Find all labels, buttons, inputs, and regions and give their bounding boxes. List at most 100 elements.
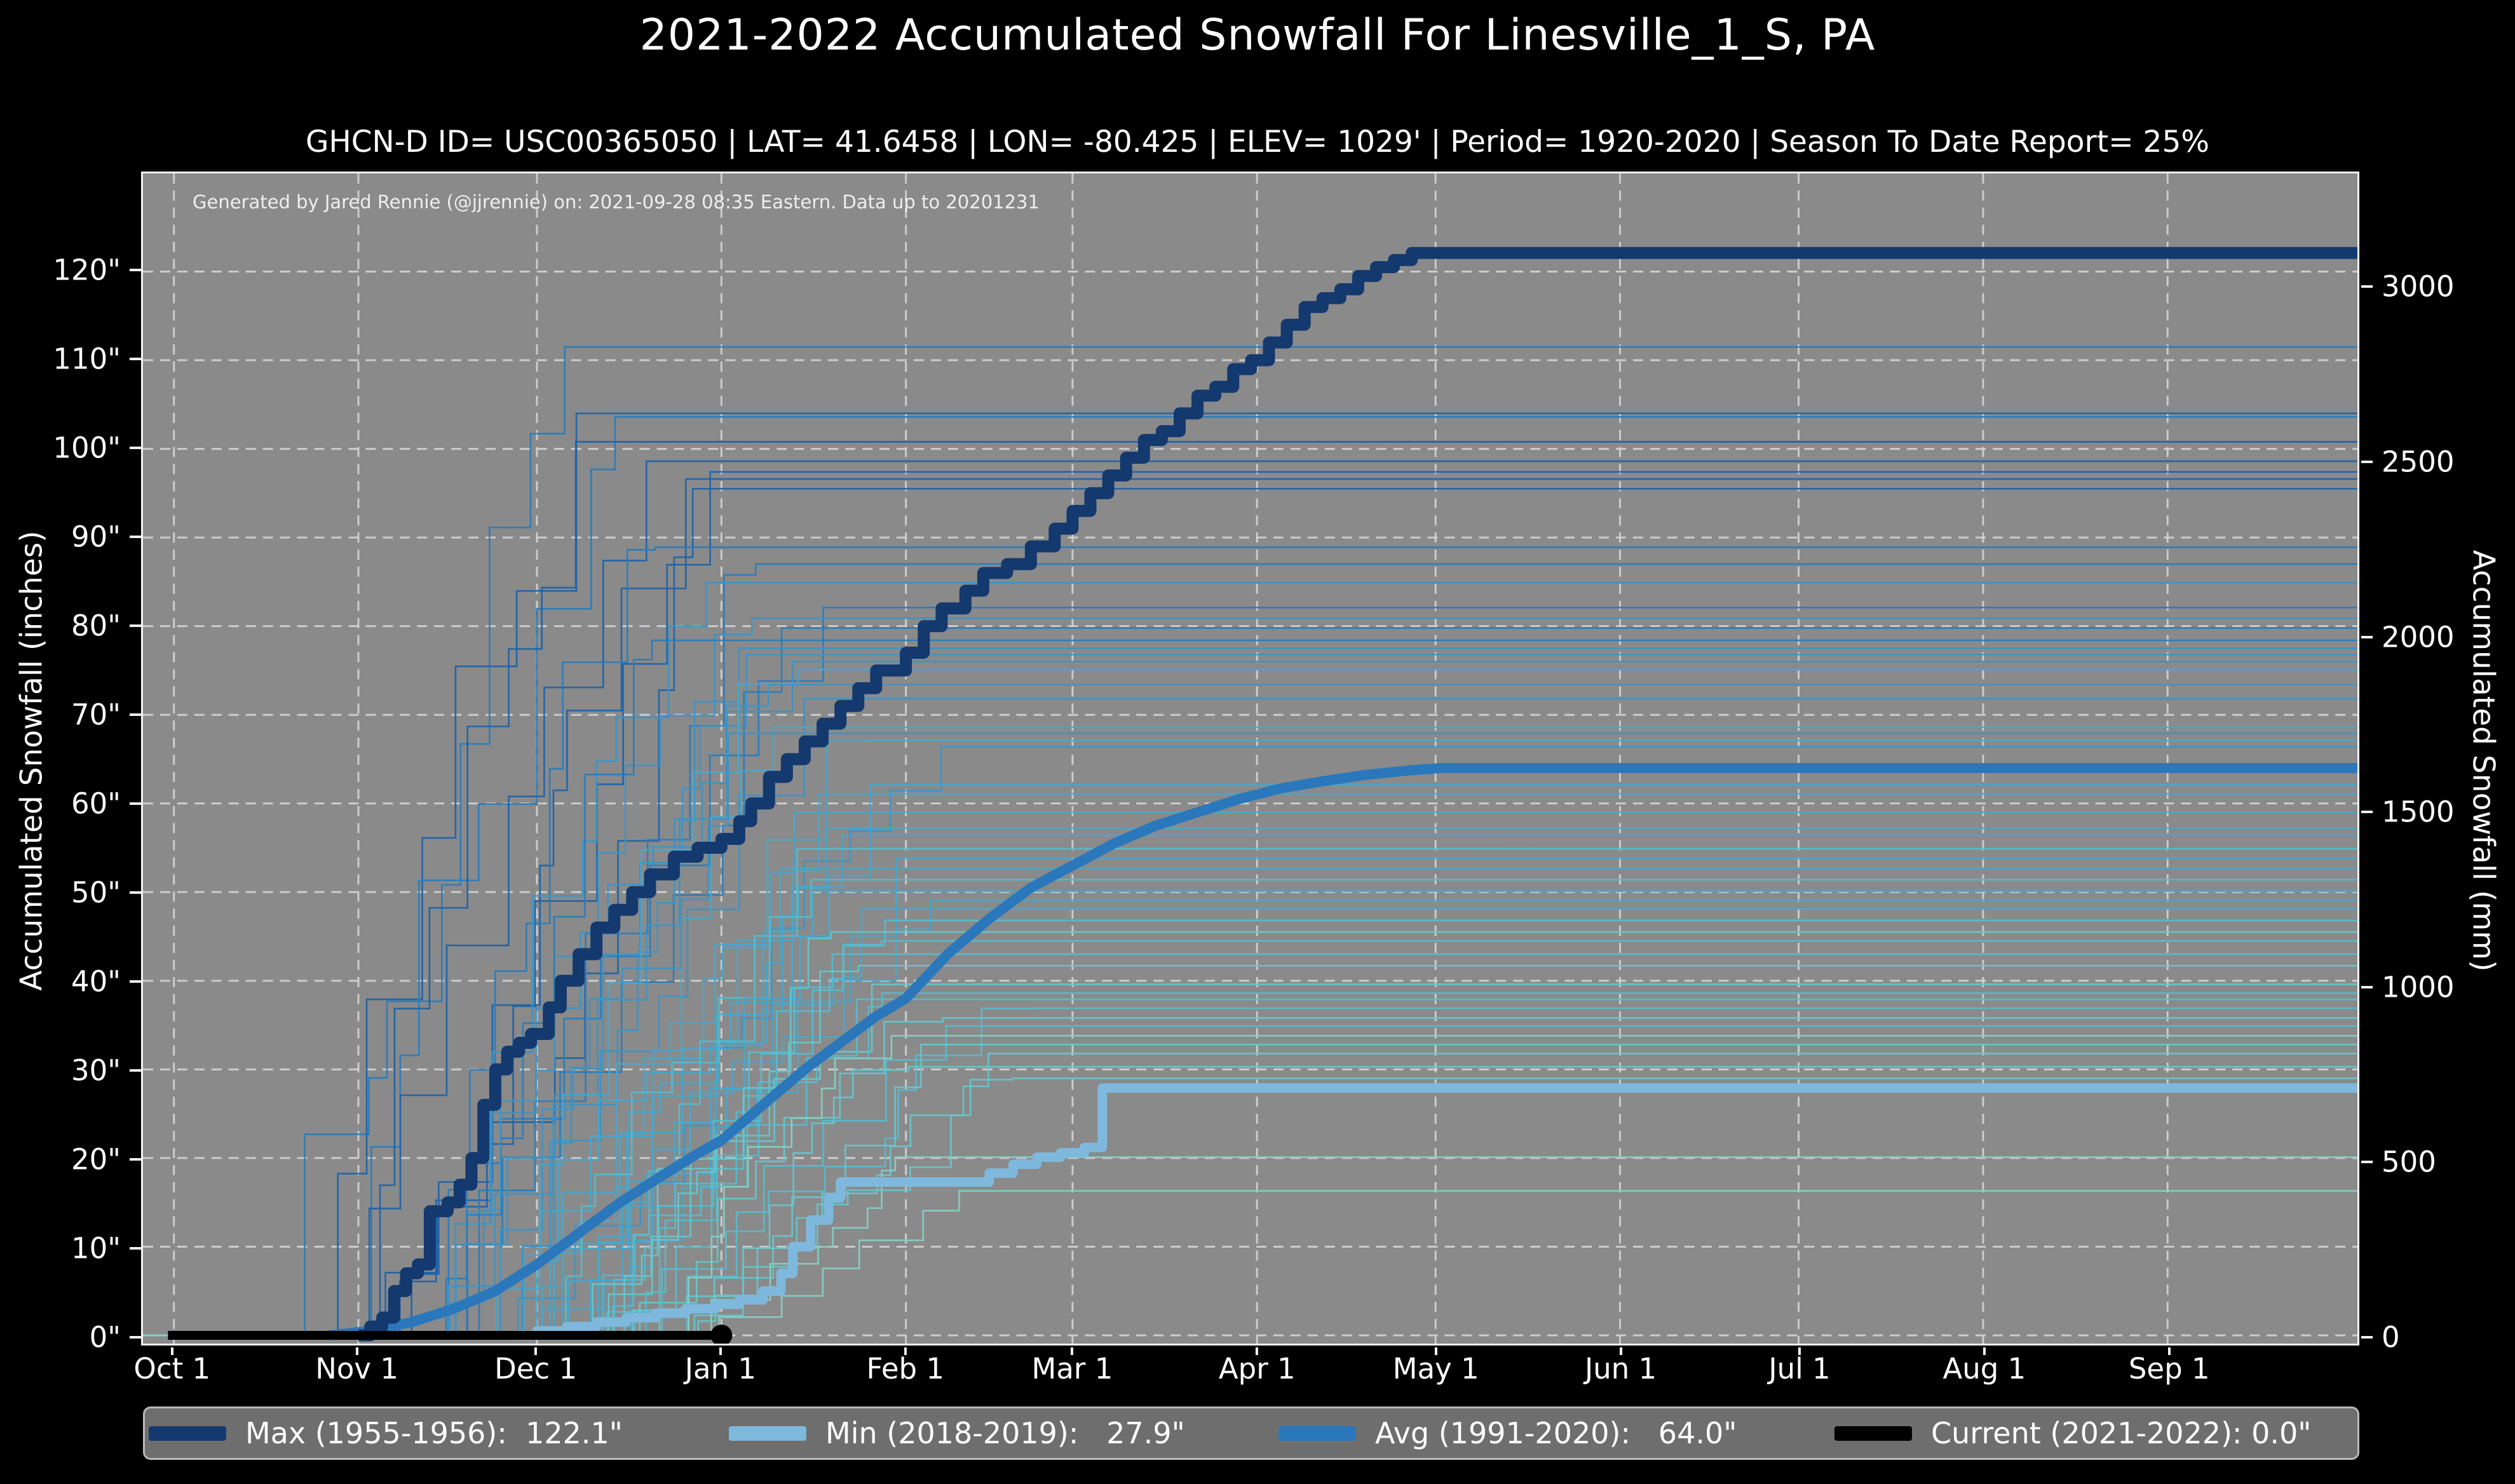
y-left-tick-mark bbox=[130, 624, 141, 627]
x-tick-label: Nov 1 bbox=[315, 1352, 398, 1386]
y-right-tick-mark bbox=[2361, 461, 2373, 464]
historical-season-line bbox=[144, 1007, 2357, 1337]
x-tick-mark bbox=[170, 1347, 173, 1355]
historical-season-line bbox=[144, 827, 2357, 1337]
y-left-tick-mark bbox=[130, 535, 141, 538]
x-tick-mark bbox=[1619, 1347, 1622, 1355]
historical-season-line bbox=[144, 647, 2357, 1337]
historical-season-line bbox=[144, 617, 2357, 1337]
min-series-line bbox=[513, 1083, 2357, 1340]
y-left-tick-label: 120" bbox=[53, 253, 121, 287]
historical-season-line bbox=[144, 654, 2357, 1337]
y-axis-left-title: Accumulated Snowfall (inches) bbox=[14, 530, 50, 991]
historical-season-line bbox=[144, 478, 2357, 1337]
historical-season-line bbox=[144, 811, 2357, 1337]
legend-item-current: Current (2021-2022): 0.0" bbox=[1834, 1408, 2311, 1458]
y-left-tick-label: 20" bbox=[71, 1142, 121, 1177]
historical-season-line bbox=[144, 1052, 2357, 1337]
x-tick-mark bbox=[1434, 1347, 1437, 1355]
x-tick-label: Dec 1 bbox=[494, 1352, 578, 1386]
y-left-tick-mark bbox=[130, 268, 141, 271]
x-tick-mark bbox=[1256, 1347, 1259, 1355]
x-tick-label: Jun 1 bbox=[1584, 1352, 1657, 1386]
legend-item-avg: Avg (1991-2020): 64.0" bbox=[1278, 1408, 1737, 1458]
x-tick-mark bbox=[719, 1347, 722, 1355]
historical-season-line bbox=[144, 732, 2357, 1337]
historical-season-line bbox=[144, 684, 2357, 1337]
y-axis-right-title: Accumulated Snowfall (mm) bbox=[2465, 550, 2501, 972]
legend-item-min: Min (2018-2019): 27.9" bbox=[729, 1408, 1185, 1458]
y-left-tick-label: 30" bbox=[71, 1053, 121, 1088]
historical-season-line bbox=[144, 919, 2357, 1337]
historical-season-line bbox=[144, 953, 2357, 1337]
historical-season-line bbox=[144, 726, 2357, 1337]
historical-season-line bbox=[144, 784, 2357, 1337]
historical-season-line bbox=[144, 890, 2357, 1337]
y-left-tick-mark bbox=[130, 802, 141, 805]
historical-season-line bbox=[144, 857, 2357, 1337]
avg-legend-label: Avg (1991-2020): 64.0" bbox=[1375, 1416, 1737, 1450]
y-right-tick-label: 1000 bbox=[2382, 970, 2455, 1004]
y-right-tick-label: 2000 bbox=[2382, 620, 2455, 654]
chart-title: 2021-2022 Accumulated Snowfall For Lines… bbox=[639, 10, 1876, 60]
y-left-tick-mark bbox=[130, 891, 141, 894]
historical-season-line bbox=[144, 879, 2357, 1337]
historical-season-line bbox=[144, 847, 2357, 1337]
y-right-tick-label: 0 bbox=[2382, 1320, 2400, 1354]
attribution-note: Generated by Jared Rennie (@jjrennie) on… bbox=[193, 191, 1040, 213]
max-legend-label: Max (1955-1956): 122.1" bbox=[245, 1416, 623, 1450]
y-left-tick-label: 0" bbox=[89, 1320, 121, 1354]
x-tick-mark bbox=[1071, 1347, 1074, 1355]
historical-season-line bbox=[144, 668, 2357, 1337]
historical-season-line bbox=[144, 1035, 2357, 1337]
x-tick-label: Mar 1 bbox=[1031, 1352, 1113, 1386]
x-tick-label: Apr 1 bbox=[1218, 1352, 1296, 1386]
y-right-tick-mark bbox=[2361, 985, 2373, 988]
y-left-tick-label: 10" bbox=[71, 1231, 121, 1265]
min-legend-label: Min (2018-2019): 27.9" bbox=[825, 1416, 1185, 1450]
historical-season-line bbox=[144, 983, 2357, 1337]
y-right-tick-mark bbox=[2361, 811, 2373, 814]
current-season-end-dot bbox=[710, 1325, 733, 1344]
y-left-tick-label: 110" bbox=[53, 342, 121, 376]
historical-season-line bbox=[144, 964, 2357, 1337]
chart-subtitle: GHCN-D ID= USC00365050 | LAT= 41.6458 | … bbox=[305, 125, 2210, 159]
y-left-tick-mark bbox=[130, 980, 141, 983]
y-left-tick-mark bbox=[130, 713, 141, 716]
y-left-tick-mark bbox=[130, 1335, 141, 1339]
y-right-tick-mark bbox=[2361, 635, 2373, 638]
y-left-tick-label: 90" bbox=[71, 520, 121, 554]
y-right-tick-label: 3000 bbox=[2382, 269, 2455, 304]
x-tick-mark bbox=[355, 1347, 358, 1355]
x-tick-mark bbox=[1983, 1347, 1986, 1355]
x-tick-mark bbox=[534, 1347, 538, 1355]
historical-season-line bbox=[144, 998, 2357, 1337]
historical-season-line bbox=[144, 563, 2357, 1337]
historical-season-line bbox=[144, 488, 2357, 1337]
y-right-tick-label: 2500 bbox=[2382, 445, 2455, 479]
y-left-tick-label: 50" bbox=[71, 875, 121, 910]
current-legend-swatch bbox=[1834, 1426, 1912, 1441]
historical-season-line bbox=[144, 908, 2357, 1337]
historical-season-line bbox=[144, 441, 2357, 1337]
x-tick-mark bbox=[2167, 1347, 2171, 1355]
x-tick-label: Feb 1 bbox=[866, 1352, 945, 1386]
chart-canvas bbox=[143, 173, 2357, 1344]
historical-season-line bbox=[144, 471, 2357, 1337]
current-legend-label: Current (2021-2022): 0.0" bbox=[1931, 1416, 2312, 1450]
historical-season-line bbox=[144, 581, 2357, 1337]
historical-season-line bbox=[144, 899, 2357, 1337]
historical-season-line bbox=[144, 661, 2357, 1337]
x-tick-mark bbox=[904, 1347, 907, 1355]
x-tick-mark bbox=[1798, 1347, 1801, 1355]
y-left-tick-mark bbox=[130, 1157, 141, 1161]
avg-legend-swatch bbox=[1278, 1426, 1356, 1441]
y-left-tick-label: 60" bbox=[71, 786, 121, 821]
y-left-tick-label: 40" bbox=[71, 964, 121, 999]
y-left-tick-label: 100" bbox=[53, 431, 121, 465]
historical-season-line bbox=[144, 460, 2357, 1337]
y-left-tick-mark bbox=[130, 1246, 141, 1250]
min-legend-swatch bbox=[729, 1426, 806, 1441]
y-left-tick-label: 70" bbox=[71, 698, 121, 732]
